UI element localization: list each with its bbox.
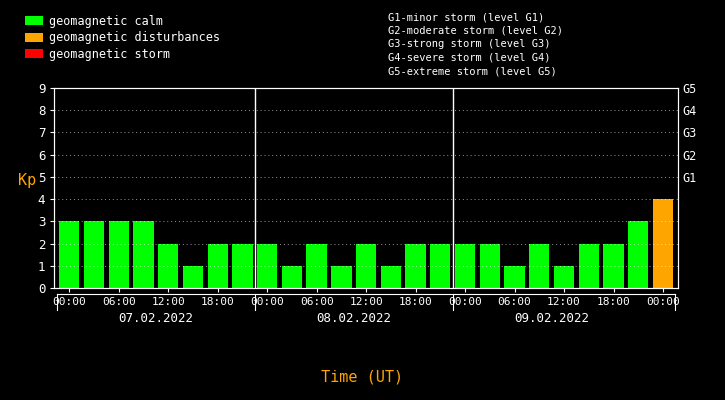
Bar [579, 244, 599, 288]
Bar [183, 266, 203, 288]
Bar [603, 244, 624, 288]
Bar [628, 221, 648, 288]
Text: G1-minor storm (level G1)
G2-moderate storm (level G2)
G3-strong storm (level G3: G1-minor storm (level G1) G2-moderate st… [388, 12, 563, 76]
Bar [405, 244, 426, 288]
Bar [455, 244, 475, 288]
Bar [356, 244, 376, 288]
Bar [158, 244, 178, 288]
Bar [331, 266, 352, 288]
Bar [257, 244, 277, 288]
Bar [282, 266, 302, 288]
Bar [529, 244, 550, 288]
Text: 07.02.2022: 07.02.2022 [118, 312, 194, 325]
Text: Time (UT): Time (UT) [321, 369, 404, 384]
Bar [505, 266, 525, 288]
Bar [480, 244, 500, 288]
Bar [381, 266, 401, 288]
Y-axis label: Kp: Kp [17, 173, 36, 188]
Bar [133, 221, 154, 288]
Bar [554, 266, 574, 288]
Bar [307, 244, 327, 288]
Bar [207, 244, 228, 288]
Bar [84, 221, 104, 288]
Bar [59, 221, 79, 288]
Bar [109, 221, 129, 288]
Bar [232, 244, 252, 288]
Bar [430, 244, 450, 288]
Text: 08.02.2022: 08.02.2022 [316, 312, 392, 325]
Bar [653, 199, 674, 288]
Legend: geomagnetic calm, geomagnetic disturbances, geomagnetic storm: geomagnetic calm, geomagnetic disturbanc… [20, 10, 225, 66]
Text: 09.02.2022: 09.02.2022 [514, 312, 589, 325]
